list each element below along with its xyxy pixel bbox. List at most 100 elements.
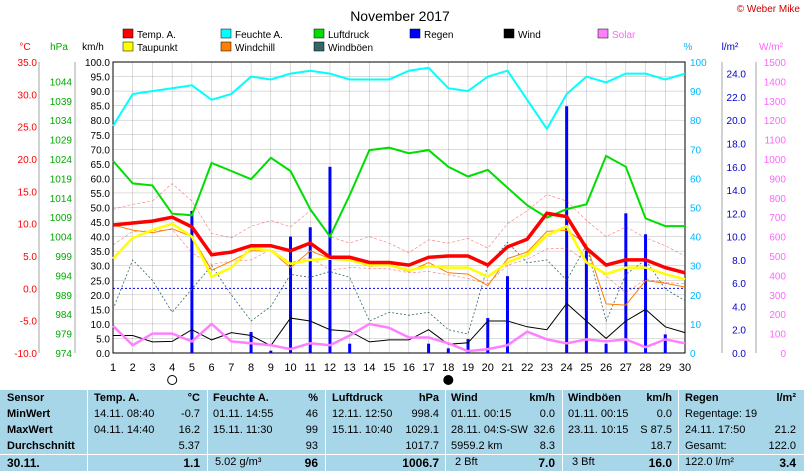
day-tick: 17 [422, 362, 434, 374]
wind-distance: 5959.2 km [451, 440, 503, 452]
rain-tick: 22.0 [727, 93, 747, 104]
day-tick: 16 [403, 362, 415, 374]
min-press-time: 12.11. 12:50 [332, 408, 393, 420]
stats-header-gust: Windböen [568, 392, 622, 404]
wind-tick: 55.0 [91, 189, 111, 200]
wind-tick: 40.0 [91, 233, 111, 244]
min-hum-value: 46 [305, 408, 318, 420]
stats-header-wind-unit: km/h [529, 392, 555, 404]
day-tick: 15 [383, 362, 395, 374]
wind-tick: 50.0 [91, 204, 111, 215]
rain-bar [604, 343, 608, 353]
stats-label-min: MinWert [7, 408, 51, 420]
stats-table: Sensor Temp. A. °C Feuchte A. % Luftdruc… [0, 390, 804, 471]
rain-bar [269, 350, 273, 353]
day-tick: 21 [501, 362, 513, 374]
pressure-tick: 974 [55, 349, 72, 360]
wind-tick: 20.0 [91, 291, 111, 302]
temp-max-line [112, 183, 686, 257]
unit-temp: °C [19, 42, 30, 53]
temp-tick: 35.0 [18, 58, 38, 69]
wind-tick: 30.0 [91, 262, 111, 273]
avg-hum-value: 93 [305, 440, 318, 452]
day-tick: 11 [305, 362, 316, 374]
wind-tick: 75.0 [91, 131, 111, 142]
stats-header-hum: Feuchte A. [213, 392, 269, 404]
humidity-tick: 90 [690, 87, 702, 98]
pressure-tick: 1009 [50, 213, 73, 224]
temp-tick: 25.0 [18, 123, 38, 134]
pressure-tick: 979 [55, 330, 72, 341]
avg-wind-value: 8.3 [539, 440, 555, 452]
legend-swatch-dew [122, 41, 134, 52]
chart-axes: 35.0 30.0 25.0 20.0 15.0 10.0 5.0 0.0 -5.0 -10.0 1… [14, 58, 786, 360]
legend-label-temp: Temp. A. [137, 30, 176, 41]
max-gust-time: 23.11. 10:15 [568, 424, 629, 436]
humidity-tick: 30 [690, 262, 702, 273]
day-tick: 30 [679, 362, 691, 374]
day-tick: 14 [363, 362, 375, 374]
new-moon-icon [443, 375, 454, 385]
day-tick: 7 [228, 362, 234, 374]
x-axis: 1 2 3 4 5 6 7 8 9 10 11 12 13 14 15 16 17 18 19 20 21 22 23 24 2… [110, 362, 691, 385]
solar-tick: 1400 [764, 77, 787, 88]
humidity-tick: 80 [690, 116, 702, 127]
legend-swatch-wind [503, 28, 515, 39]
wind-tick: 80.0 [91, 116, 111, 127]
min-hum-time: 01.11. 14:55 [213, 408, 274, 420]
stats-header-gust-unit: km/h [646, 392, 672, 404]
pressure-tick: 1034 [50, 116, 73, 127]
weather-chart: November 2017 © Weber Mike Temp. A. Feuch… [14, 4, 800, 385]
solar-tick: 300 [769, 291, 786, 302]
day-rain-value: 3.4 [779, 456, 796, 470]
stats-min-row: MinWert 14.11. 08:40 -0.7 01.11. 14:55 4… [0, 407, 804, 422]
day-tick: 5 [189, 362, 195, 374]
day-hum-value: 96 [304, 456, 318, 470]
rain-tick: 4.0 [732, 302, 746, 313]
pressure-tick: 1004 [50, 233, 73, 244]
day-tick: 18 [442, 362, 454, 374]
chart-title: November 2017 [350, 8, 450, 24]
chart-legend: Temp. A. Feuchte A. Luftdruck Regen Wind Sola… [122, 28, 636, 54]
rain-bar [289, 236, 293, 353]
wind-tick: 15.0 [91, 305, 111, 316]
stats-header-rain-unit: l/m² [776, 392, 796, 404]
solar-tick: 600 [769, 233, 786, 244]
pressure-tick: 1019 [50, 174, 73, 185]
min-temp-value: -0.7 [181, 408, 200, 420]
humidity-tick: 20 [690, 291, 702, 302]
day-tick: 28 [639, 362, 651, 374]
temp-tick: 10.0 [18, 220, 38, 231]
wind-tick: 0.0 [96, 349, 110, 360]
legend-swatch-solar [597, 28, 609, 39]
rain-tick: 2.0 [732, 326, 746, 337]
min-gust-value: 0.0 [656, 408, 672, 420]
solar-tick: 1300 [764, 97, 787, 108]
rain-bar [446, 348, 450, 353]
rain-tick: 16.0 [727, 163, 747, 174]
day-tick: 2 [130, 362, 136, 374]
stats-label-date: 30.11. [7, 456, 40, 470]
legend-label-windchill: Windchill [235, 43, 275, 54]
humidity-tick: 10 [690, 320, 702, 331]
avg-temp-value: 5.37 [178, 440, 200, 452]
day-tick: 23 [541, 362, 553, 374]
pressure-tick: 999 [55, 252, 72, 263]
legend-label-dew: Taupunkt [137, 43, 178, 54]
day-tick: 3 [149, 362, 155, 374]
min-wind-value: 0.0 [539, 408, 555, 420]
legend-label-wind: Wind [518, 30, 541, 41]
axis-units: °C hPa km/h% l/m² W/m² [19, 42, 783, 53]
unit-solar: W/m² [759, 42, 784, 53]
pressure-tick: 1039 [50, 97, 73, 108]
pressure-tick: 1029 [50, 136, 73, 147]
stats-max-row: MaxWert 04.11. 14:40 16.2 15.11. 11:30 9… [0, 423, 804, 438]
stats-day-row: 30.11. 1.1 5.02 g/m³ 96 1006.7 2 Bft 7.0… [0, 454, 804, 472]
day-gust-bft: 3 Bft [572, 456, 595, 468]
chart-grid [112, 61, 686, 354]
rain-tick: 20.0 [727, 116, 747, 127]
wind-tick: 45.0 [91, 218, 111, 229]
humidity-tick: 50 [690, 204, 702, 215]
solar-tick: 800 [769, 194, 786, 205]
pressure-tick: 1014 [50, 194, 73, 205]
